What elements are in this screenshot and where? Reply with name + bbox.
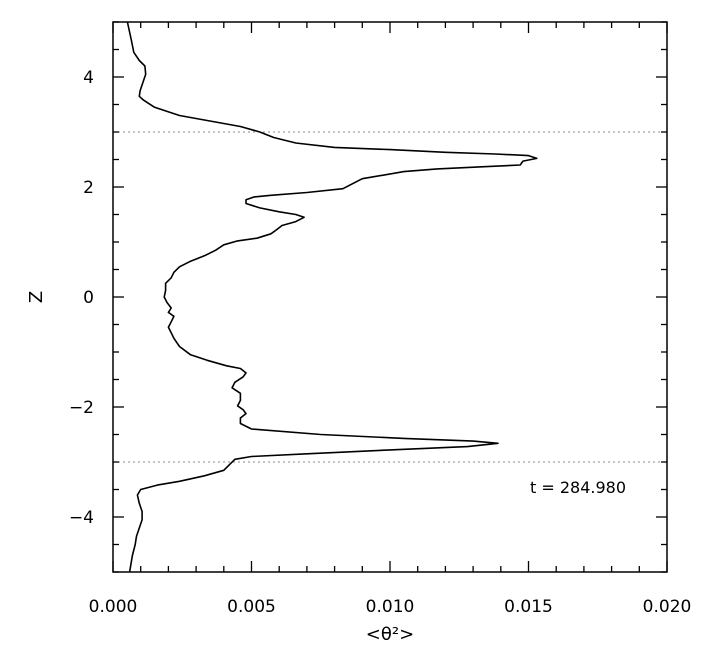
plot-frame xyxy=(112,21,668,573)
y-tick-label: −4 xyxy=(69,508,94,528)
y-tick-label: 0 xyxy=(83,288,94,308)
time-annotation: t = 284.980 xyxy=(530,478,626,497)
x-tick-label: 0.020 xyxy=(643,597,692,617)
series-line xyxy=(126,21,538,573)
y-tick-label: 4 xyxy=(83,68,94,88)
series-group xyxy=(126,21,538,573)
x-tick-label: 0.005 xyxy=(227,597,276,617)
x-tick-label: 0.000 xyxy=(89,597,138,617)
tick-labels: 0.000 0.005 0.010 0.015 0.020 −4 −2 0 2 4 xyxy=(69,68,691,617)
y-axis-title: Z xyxy=(26,291,47,303)
x-axis-title: <θ²> xyxy=(366,624,414,645)
x-tick-label: 0.015 xyxy=(504,597,553,617)
axis-ticks xyxy=(112,21,668,573)
x-tick-label: 0.010 xyxy=(366,597,415,617)
y-tick-label: 2 xyxy=(83,178,94,198)
y-tick-label: −2 xyxy=(69,398,94,418)
